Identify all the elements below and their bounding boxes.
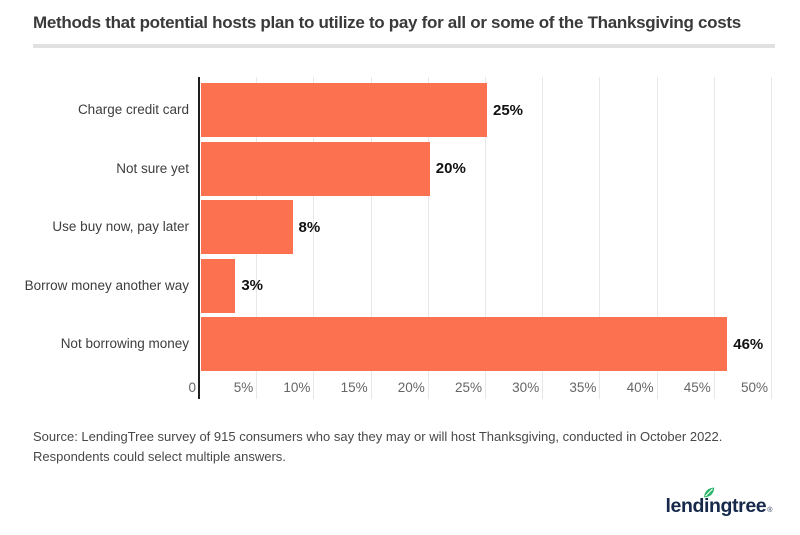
x-tick-label: 5% xyxy=(233,380,254,395)
x-tick-label: 40% xyxy=(626,380,654,395)
gridline-45 xyxy=(713,77,715,399)
gridline-50 xyxy=(771,77,772,399)
gridline-40 xyxy=(656,77,658,399)
logo-registered-mark: ® xyxy=(767,507,772,514)
y-axis-line xyxy=(198,77,200,399)
bar-chart: Charge credit card 25% Not sure yet 20% Use … xyxy=(0,77,800,399)
gridline-15 xyxy=(370,77,372,399)
gridline-30 xyxy=(542,77,544,399)
bar-3 xyxy=(201,200,293,254)
x-tick-label: 20% xyxy=(397,380,425,395)
x-tick-label: 25% xyxy=(454,380,482,395)
lendingtree-logo: lendingtree ® xyxy=(665,487,772,518)
category-label: Use buy now, pay later xyxy=(52,219,189,235)
page-title: Methods that potential hosts plan to uti… xyxy=(33,13,741,32)
source-line-2: Respondents could select multiple answer… xyxy=(33,449,286,464)
category-label: Not borrowing money xyxy=(60,336,189,352)
category-label: Charge credit card xyxy=(77,102,189,118)
bar-5 xyxy=(201,317,728,371)
value-label: 46% xyxy=(733,335,764,353)
x-tick-label: 30% xyxy=(512,380,540,395)
logo-text: lendingtree xyxy=(665,495,767,517)
bar-4 xyxy=(201,258,236,313)
bar-2 xyxy=(201,141,430,196)
logo-wordmark: lendingtree xyxy=(665,487,767,518)
x-tick-label: 15% xyxy=(340,380,368,395)
bar-1 xyxy=(201,83,487,137)
value-label: 3% xyxy=(241,277,263,294)
value-label: 25% xyxy=(493,101,524,119)
source-line-1: Source: LendingTree survey of 915 consum… xyxy=(33,429,723,444)
gridline-25 xyxy=(485,77,486,399)
source-note: Source: LendingTree survey of 915 consum… xyxy=(33,427,763,467)
x-tick-label: 35% xyxy=(569,380,597,395)
value-label: 8% xyxy=(298,218,321,236)
x-tick-label: 10% xyxy=(283,380,311,395)
category-label: Not sure yet xyxy=(116,160,189,176)
gridline-20 xyxy=(427,77,429,399)
gridline-10 xyxy=(313,77,315,399)
x-tick-label: 45% xyxy=(683,380,711,395)
leaf-icon xyxy=(703,487,714,498)
title-divider xyxy=(33,44,775,48)
category-label: Borrow money another way xyxy=(24,277,189,293)
x-tick-label: 50% xyxy=(740,380,768,395)
value-label: 20% xyxy=(435,160,466,177)
x-tick-label: 0 xyxy=(188,380,196,395)
gridline-35 xyxy=(599,77,601,399)
